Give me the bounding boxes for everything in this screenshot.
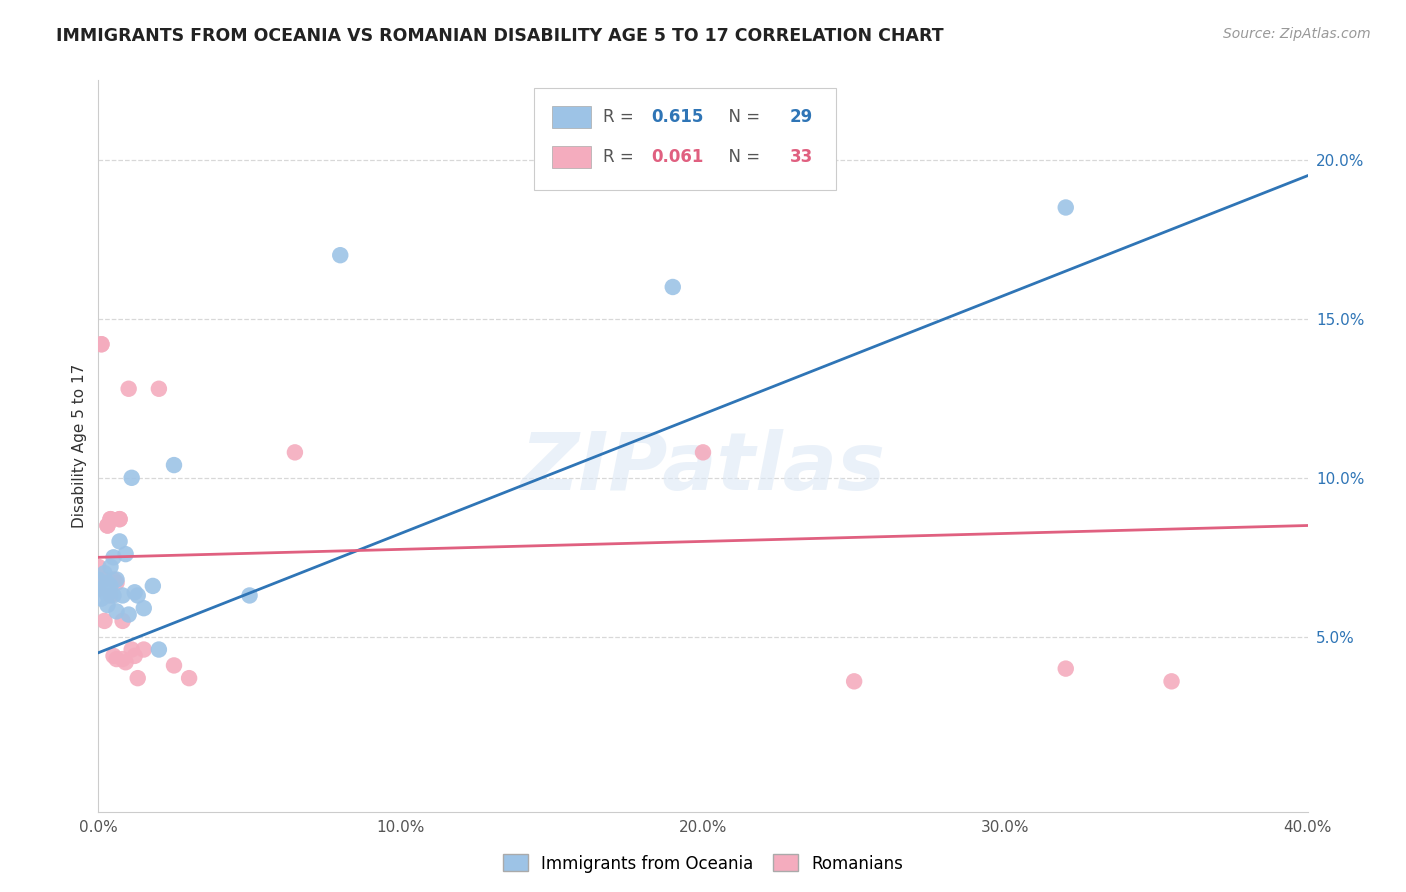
Point: [239, 589, 262, 603]
Point: [132, 601, 155, 615]
Point: [163, 458, 186, 472]
Point: [1054, 201, 1077, 215]
Point: [93, 566, 115, 581]
Point: [96, 518, 118, 533]
Point: [111, 614, 134, 628]
Point: [100, 512, 122, 526]
Point: [692, 445, 714, 459]
Point: [132, 642, 155, 657]
Point: [93, 582, 115, 596]
Point: [103, 589, 125, 603]
Point: [124, 585, 146, 599]
Bar: [551, 106, 591, 128]
Point: [93, 614, 115, 628]
Point: [108, 512, 131, 526]
Point: [114, 655, 136, 669]
Point: [124, 648, 146, 663]
Text: 0.061: 0.061: [651, 148, 703, 166]
Point: [121, 642, 143, 657]
Point: [108, 534, 131, 549]
Point: [105, 573, 128, 587]
Point: [118, 607, 141, 622]
Point: [90, 337, 112, 351]
Text: N =: N =: [717, 148, 765, 166]
Point: [96, 598, 118, 612]
Point: [284, 445, 307, 459]
Point: [100, 589, 122, 603]
Point: [100, 559, 122, 574]
Point: [148, 642, 170, 657]
Point: [844, 674, 866, 689]
Point: [90, 337, 112, 351]
Point: [100, 579, 122, 593]
Point: [87, 573, 110, 587]
Point: [87, 559, 110, 574]
Point: [179, 671, 201, 685]
Point: [111, 589, 134, 603]
Point: [108, 512, 131, 526]
Bar: [551, 146, 591, 168]
Legend: Immigrants from Oceania, Romanians: Immigrants from Oceania, Romanians: [496, 847, 910, 880]
Point: [93, 573, 115, 587]
Text: 0.615: 0.615: [651, 108, 703, 126]
Point: [96, 518, 118, 533]
Point: [142, 579, 165, 593]
Text: R =: R =: [603, 148, 638, 166]
Point: [100, 512, 122, 526]
Text: Source: ZipAtlas.com: Source: ZipAtlas.com: [1223, 27, 1371, 41]
Point: [103, 648, 125, 663]
Text: 29: 29: [790, 108, 813, 126]
Point: [90, 591, 112, 606]
Point: [105, 604, 128, 618]
Point: [105, 575, 128, 590]
Text: 33: 33: [790, 148, 813, 166]
Point: [1054, 662, 1077, 676]
Point: [118, 382, 141, 396]
Point: [96, 575, 118, 590]
Point: [87, 582, 110, 596]
Point: [329, 248, 352, 262]
FancyBboxPatch shape: [534, 87, 837, 190]
Point: [103, 573, 125, 587]
Text: N =: N =: [717, 108, 765, 126]
Point: [127, 589, 149, 603]
Point: [103, 550, 125, 565]
Point: [121, 471, 143, 485]
Point: [163, 658, 186, 673]
Point: [1160, 674, 1182, 689]
Point: [114, 547, 136, 561]
Point: [661, 280, 683, 294]
Point: [105, 652, 128, 666]
Point: [90, 582, 112, 596]
Text: R =: R =: [603, 108, 638, 126]
Y-axis label: Disability Age 5 to 17: Disability Age 5 to 17: [72, 364, 87, 528]
Point: [148, 382, 170, 396]
Text: ZIPatlas: ZIPatlas: [520, 429, 886, 507]
Point: [127, 671, 149, 685]
Point: [111, 652, 134, 666]
Point: [96, 589, 118, 603]
Text: IMMIGRANTS FROM OCEANIA VS ROMANIAN DISABILITY AGE 5 TO 17 CORRELATION CHART: IMMIGRANTS FROM OCEANIA VS ROMANIAN DISA…: [56, 27, 943, 45]
